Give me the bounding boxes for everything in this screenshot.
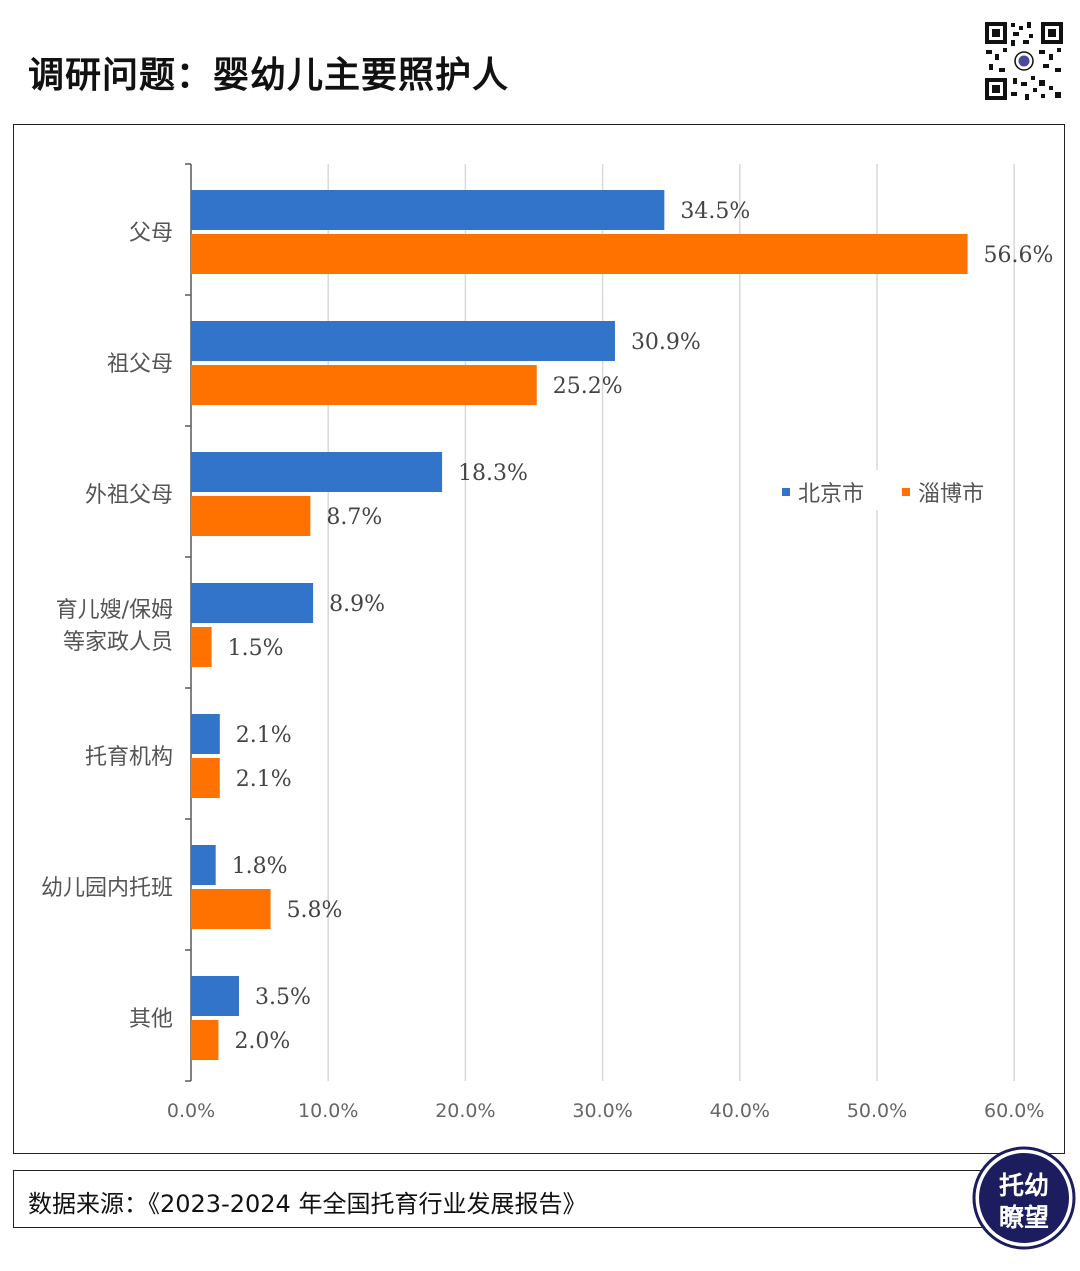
legend-label-zibo: 淄博市 <box>918 482 985 507</box>
category-label: 等家政人员 <box>63 630 173 655</box>
brand-logo-icon: 托幼 瞭望 <box>972 1146 1076 1250</box>
bar-zibo <box>191 496 311 536</box>
bar-chart: 0.0% 10.0% 20.0% 30.0% 40.0% 50.0% 60.0% 34.5% 5… <box>41 163 1054 1122</box>
x-tick-label: 10.0% <box>298 1100 358 1122</box>
bar-beijing <box>191 190 665 230</box>
legend-label-beijing: 北京市 <box>798 482 865 507</box>
data-label: 25.2% <box>553 374 623 399</box>
category-label: 育儿嫂/保姆 <box>56 598 173 623</box>
bar-zibo <box>191 234 968 274</box>
bar-beijing <box>191 321 615 361</box>
x-tick-label: 0.0% <box>167 1100 215 1122</box>
data-label: 2.1% <box>236 723 292 748</box>
x-tick-label: 50.0% <box>847 1100 907 1122</box>
data-label: 3.5% <box>255 985 311 1010</box>
bar-beijing <box>191 452 443 492</box>
page-title: 调研问题：婴幼儿主要照护人 <box>28 55 510 96</box>
category-label: 托育机构 <box>85 745 173 770</box>
category-label: 其他 <box>129 1007 173 1032</box>
bar-zibo <box>191 627 212 667</box>
bar-zibo <box>191 365 537 405</box>
source-box: 数据来源：《2023-2024 年全国托育行业发展报告》 <box>13 1170 1003 1228</box>
bar-beijing <box>191 714 220 754</box>
bar-beijing <box>191 583 314 623</box>
x-tick-label: 20.0% <box>435 1100 495 1122</box>
data-label: 18.3% <box>458 461 528 486</box>
category-label: 幼儿园内托班 <box>41 876 173 901</box>
data-label: 1.8% <box>232 854 288 879</box>
bar-zibo <box>191 889 271 929</box>
legend-item-beijing: 北京市 <box>782 476 864 508</box>
category-label: 祖父母 <box>107 352 173 377</box>
category-label: 外祖父母 <box>85 483 173 508</box>
brand-logo-line1: 托幼 <box>999 1171 1049 1200</box>
data-label: 1.5% <box>228 636 284 661</box>
chart-legend: 北京市 淄博市 <box>768 470 1008 510</box>
x-tick-label: 30.0% <box>572 1100 632 1122</box>
legend-swatch-zibo <box>902 488 910 496</box>
legend-item-zibo: 淄博市 <box>902 476 984 508</box>
x-tick-label: 40.0% <box>710 1100 770 1122</box>
data-label: 2.1% <box>236 767 292 792</box>
chart-frame: 0.0% 10.0% 20.0% 30.0% 40.0% 50.0% 60.0% 34.5% 5… <box>13 124 1065 1154</box>
legend-swatch-beijing <box>782 488 790 496</box>
brand-logo-line2: 瞭望 <box>999 1203 1049 1232</box>
qr-code-icon <box>983 20 1065 102</box>
bar-beijing <box>191 845 216 885</box>
data-label: 8.7% <box>326 505 382 530</box>
bar-beijing <box>191 976 240 1016</box>
data-label: 30.9% <box>631 330 701 355</box>
data-label: 8.9% <box>329 592 385 617</box>
source-text: 数据来源：《2023-2024 年全国托育行业发展报告》 <box>28 1190 587 1218</box>
x-tick-label: 60.0% <box>984 1100 1044 1122</box>
data-label: 56.6% <box>984 243 1054 268</box>
bar-zibo <box>191 758 220 798</box>
data-label: 2.0% <box>234 1029 290 1054</box>
category-label: 父母 <box>129 221 173 246</box>
data-label: 5.8% <box>287 898 343 923</box>
bar-zibo <box>191 1020 219 1060</box>
data-label: 34.5% <box>680 199 750 224</box>
